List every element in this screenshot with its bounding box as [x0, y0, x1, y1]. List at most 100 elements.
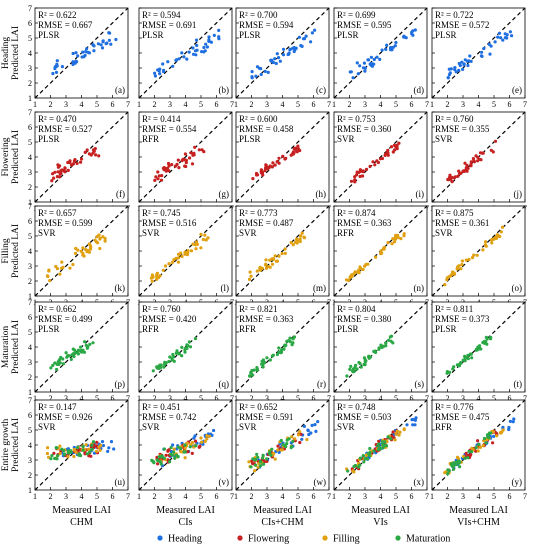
x-tick-label: 1	[33, 100, 37, 109]
legend-label-flowering: Flowering	[248, 534, 289, 545]
y-axis-label: Predicted LAI	[11, 418, 21, 472]
point-filling	[266, 265, 271, 269]
point-flowering	[251, 177, 255, 181]
point-filling	[204, 238, 208, 242]
point-heading	[313, 423, 317, 427]
stat-r2: R² = 0.776	[435, 402, 474, 412]
x-tick-label: 7	[523, 394, 527, 403]
stat-model: SVR	[435, 134, 453, 144]
point-filling	[176, 260, 180, 264]
x-tick-label: 2	[446, 394, 450, 403]
x-tick-label: 4	[80, 492, 84, 501]
reference-line-1to1	[235, 205, 330, 297]
point-maturation	[265, 457, 269, 461]
point-heading	[60, 65, 64, 69]
legend-label-filling: Filling	[333, 534, 360, 545]
point-maturation	[248, 374, 252, 378]
x-tick-label: 1	[430, 100, 434, 109]
scatter-points	[345, 334, 395, 378]
point-heading	[402, 35, 406, 39]
scatter-points	[445, 335, 493, 375]
reference-line-1to1	[34, 111, 129, 203]
point-maturation	[255, 452, 259, 456]
stat-model: PLSR	[435, 324, 457, 334]
x-tick-label: 4	[477, 100, 481, 109]
y-tick-label: 7	[28, 108, 32, 117]
x-tick-label: 6	[410, 100, 414, 109]
point-maturation	[459, 361, 463, 365]
point-flowering	[386, 151, 390, 155]
point-maturation	[167, 359, 171, 364]
point-filling	[150, 273, 154, 277]
point-flowering	[176, 158, 180, 162]
point-heading	[389, 45, 393, 50]
point-maturation	[250, 368, 254, 373]
point-maturation	[358, 456, 362, 460]
point-filling	[66, 455, 70, 459]
point-flowering	[390, 434, 394, 438]
stat-r2: R² = 0.600	[239, 114, 278, 124]
x-tick-label: 5	[95, 100, 99, 109]
x-tick-label: 5	[199, 394, 203, 403]
x-tick-label: 4	[80, 394, 84, 403]
point-heading	[366, 58, 370, 62]
point-flowering	[284, 156, 288, 160]
point-filling	[289, 241, 293, 245]
point-filling	[205, 437, 209, 441]
point-flowering	[167, 164, 171, 168]
point-maturation	[481, 341, 485, 345]
point-filling	[280, 448, 284, 452]
point-heading	[180, 51, 184, 55]
scatter-points	[150, 428, 216, 468]
point-heading	[96, 42, 100, 46]
point-maturation	[62, 448, 66, 453]
x-tick-label: 2	[49, 100, 53, 109]
point-flowering	[276, 444, 280, 448]
point-flowering	[471, 157, 475, 161]
point-flowering	[469, 160, 473, 164]
point-flowering	[476, 155, 480, 159]
point-maturation	[348, 367, 352, 371]
point-maturation	[291, 439, 295, 444]
point-filling	[96, 241, 100, 245]
point-filling	[293, 437, 297, 441]
point-heading	[82, 55, 86, 59]
point-flowering	[469, 164, 473, 168]
point-heading	[453, 67, 457, 72]
point-flowering	[63, 166, 67, 170]
point-flowering	[461, 169, 465, 174]
point-maturation	[77, 452, 81, 456]
point-maturation	[83, 340, 87, 344]
x-tick-label: 2	[49, 492, 53, 501]
point-flowering	[59, 171, 63, 175]
x-tick-label: 3	[363, 492, 367, 501]
point-maturation	[64, 351, 68, 355]
point-heading	[447, 73, 452, 77]
scatter-points	[247, 420, 320, 473]
stat-model: RFR	[337, 228, 354, 238]
scatter-points	[49, 340, 95, 372]
x-axis-label: Measured LAI	[449, 505, 508, 516]
point-flowering	[456, 174, 460, 178]
point-flowering	[491, 150, 495, 154]
point-flowering	[52, 451, 56, 455]
stat-rmse: RMSE = 0.572	[435, 20, 489, 30]
point-filling	[390, 242, 394, 246]
x-axis-label: Measured LAI	[156, 505, 215, 516]
point-maturation	[170, 358, 174, 362]
stat-r2: R² = 0.804	[337, 304, 376, 314]
point-filling	[199, 232, 203, 236]
point-maturation	[171, 352, 175, 357]
point-flowering	[173, 164, 177, 168]
panel-id-label: (v)	[219, 477, 230, 487]
point-heading	[368, 62, 372, 66]
scatter-points	[443, 417, 516, 476]
point-heading	[158, 72, 162, 76]
stat-r2: R² = 0.875	[435, 208, 474, 218]
point-maturation	[389, 437, 393, 441]
point-maturation	[261, 456, 265, 460]
stat-rmse: RMSE = 0.363	[239, 314, 294, 324]
point-filling	[394, 432, 398, 436]
y-tick-label: 1	[28, 94, 32, 103]
